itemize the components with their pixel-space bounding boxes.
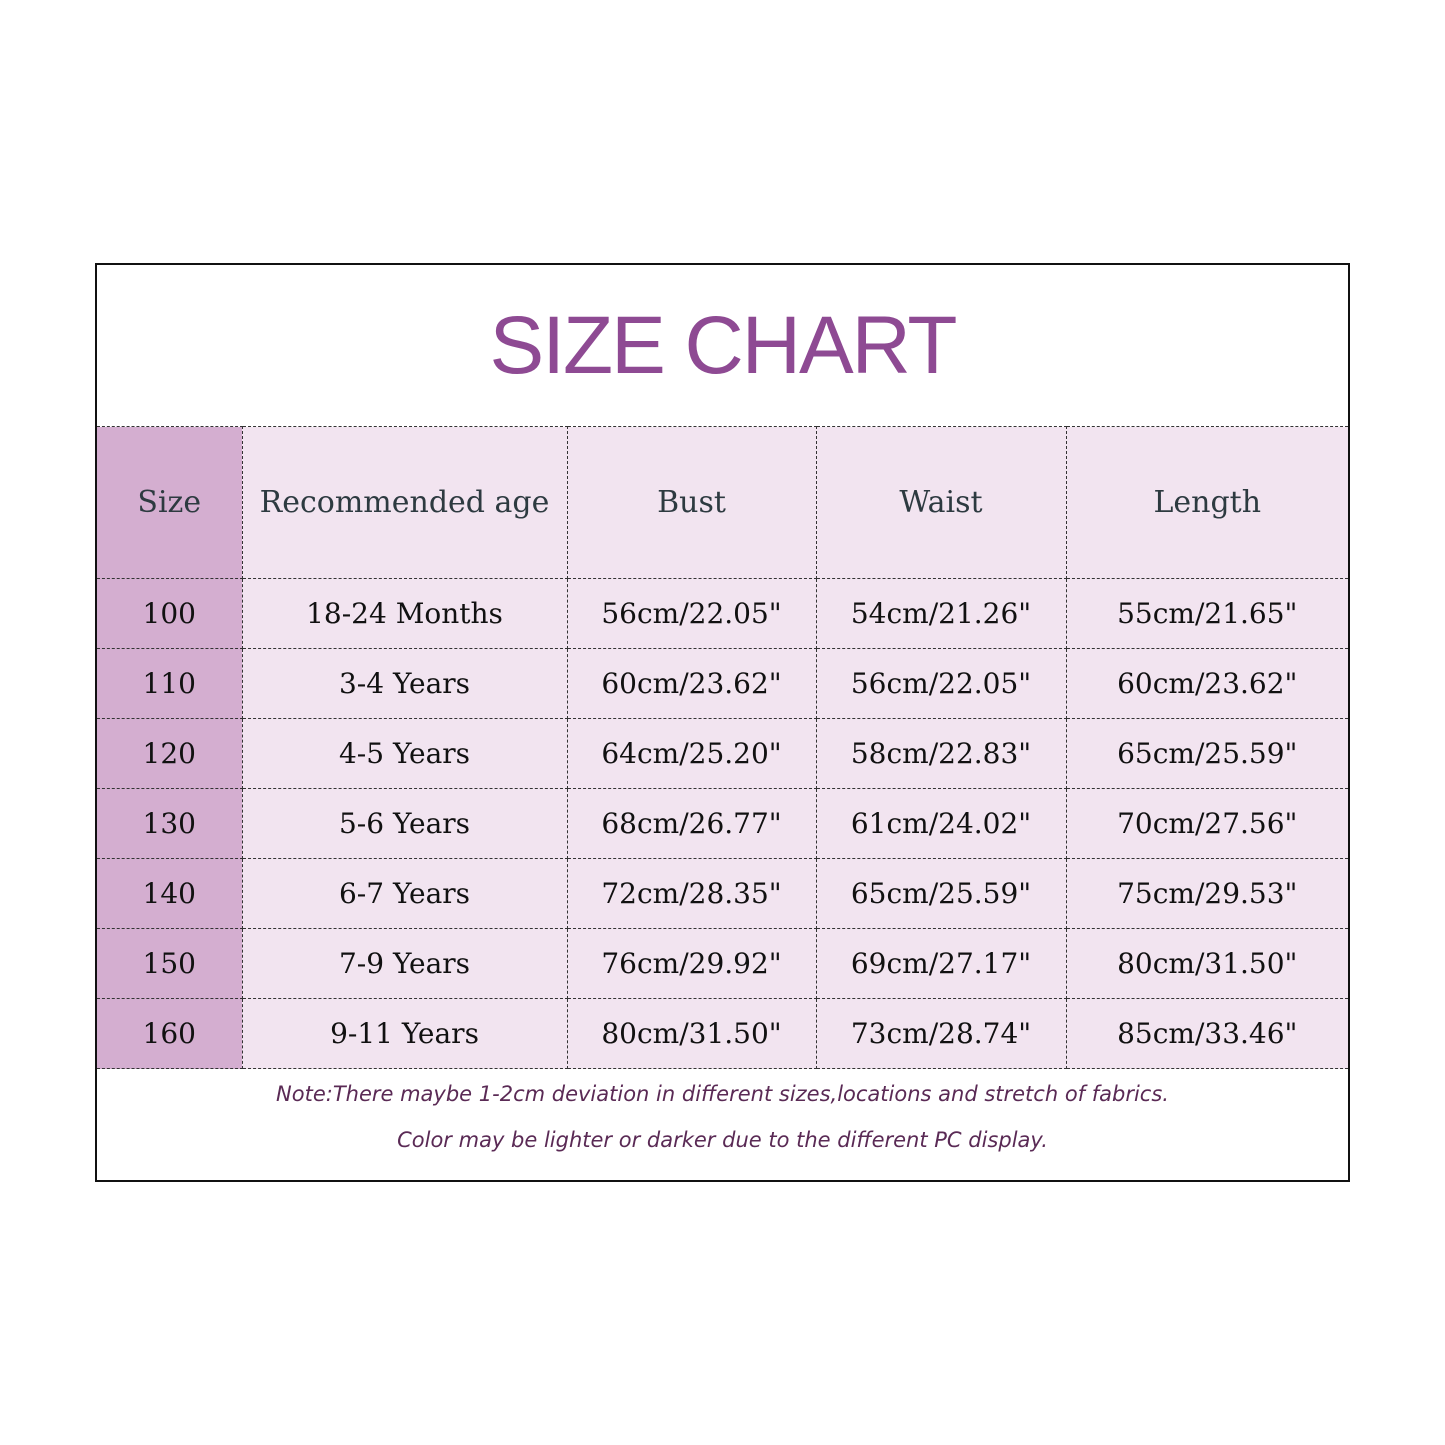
table-cell: 55cm/21.65" bbox=[1065, 578, 1348, 649]
table-row: 150 7-9 Years 76cm/29.92" 69cm/27.17" 80cm/3… bbox=[97, 928, 1348, 999]
note-line: Note:There maybe 1-2cm deviation in diff… bbox=[276, 1082, 1169, 1106]
table-row: 100 18-24 Months 56cm/22.05" 54cm/21.26" 55c… bbox=[97, 578, 1348, 649]
table-cell: 60cm/23.62" bbox=[1065, 648, 1348, 719]
table-cell: 7-9 Years bbox=[241, 928, 568, 999]
table-cell: 65cm/25.59" bbox=[815, 858, 1067, 929]
column-header: Bust bbox=[566, 426, 817, 579]
table-row: 130 5-6 Years 68cm/26.77" 61cm/24.02" 70cm/2… bbox=[97, 788, 1348, 859]
size-cell: 120 bbox=[97, 718, 243, 789]
column-header: Length bbox=[1065, 426, 1348, 579]
size-cell: 110 bbox=[97, 648, 243, 719]
table-cell: 5-6 Years bbox=[241, 788, 568, 859]
table-cell: 60cm/23.62" bbox=[566, 648, 817, 719]
size-table: Size Recommended age Bust Waist Length 100 18… bbox=[97, 426, 1348, 1069]
notes: Note:There maybe 1-2cm deviation in diff… bbox=[97, 1071, 1348, 1180]
size-cell: 160 bbox=[97, 998, 243, 1069]
table-cell: 54cm/21.26" bbox=[815, 578, 1067, 649]
table-cell: 65cm/25.59" bbox=[1065, 718, 1348, 789]
table-cell: 18-24 Months bbox=[241, 578, 568, 649]
chart-title: SIZE CHART bbox=[489, 299, 958, 391]
table-cell: 6-7 Years bbox=[241, 858, 568, 929]
size-cell: 140 bbox=[97, 858, 243, 929]
table-cell: 73cm/28.74" bbox=[815, 998, 1067, 1069]
size-cell: 150 bbox=[97, 928, 243, 999]
table-cell: 80cm/31.50" bbox=[566, 998, 817, 1069]
table-cell: 9-11 Years bbox=[241, 998, 568, 1069]
column-header: Waist bbox=[815, 426, 1067, 579]
table-cell: 56cm/22.05" bbox=[566, 578, 817, 649]
table-cell: 75cm/29.53" bbox=[1065, 858, 1348, 929]
table-row: 120 4-5 Years 64cm/25.20" 58cm/22.83" 65cm/2… bbox=[97, 718, 1348, 789]
table-row: 140 6-7 Years 72cm/28.35" 65cm/25.59" 75cm/2… bbox=[97, 858, 1348, 929]
table-row: 110 3-4 Years 60cm/23.62" 56cm/22.05" 60cm/2… bbox=[97, 648, 1348, 719]
table-cell: 64cm/25.20" bbox=[566, 718, 817, 789]
table-cell: 69cm/27.17" bbox=[815, 928, 1067, 999]
table-cell: 4-5 Years bbox=[241, 718, 568, 789]
table-cell: 3-4 Years bbox=[241, 648, 568, 719]
table-row: 160 9-11 Years 80cm/31.50" 73cm/28.74" 85cm/… bbox=[97, 998, 1348, 1069]
table-cell: 68cm/26.77" bbox=[566, 788, 817, 859]
size-chart: SIZE CHART Size Recommended age Bust Waist L… bbox=[95, 263, 1350, 1182]
table-cell: 80cm/31.50" bbox=[1065, 928, 1348, 999]
table-cell: 70cm/27.56" bbox=[1065, 788, 1348, 859]
size-cell: 130 bbox=[97, 788, 243, 859]
table-cell: 72cm/28.35" bbox=[566, 858, 817, 929]
table-cell: 56cm/22.05" bbox=[815, 648, 1067, 719]
header-row: Size Recommended age Bust Waist Length bbox=[97, 426, 1348, 579]
column-header: Size bbox=[97, 426, 243, 579]
column-header: Recommended age bbox=[241, 426, 568, 579]
table-cell: 58cm/22.83" bbox=[815, 718, 1067, 789]
table-cell: 76cm/29.92" bbox=[566, 928, 817, 999]
table-cell: 61cm/24.02" bbox=[815, 788, 1067, 859]
size-cell: 100 bbox=[97, 578, 243, 649]
table-cell: 85cm/33.46" bbox=[1065, 998, 1348, 1069]
note-line: Color may be lighter or darker due to th… bbox=[397, 1128, 1048, 1152]
